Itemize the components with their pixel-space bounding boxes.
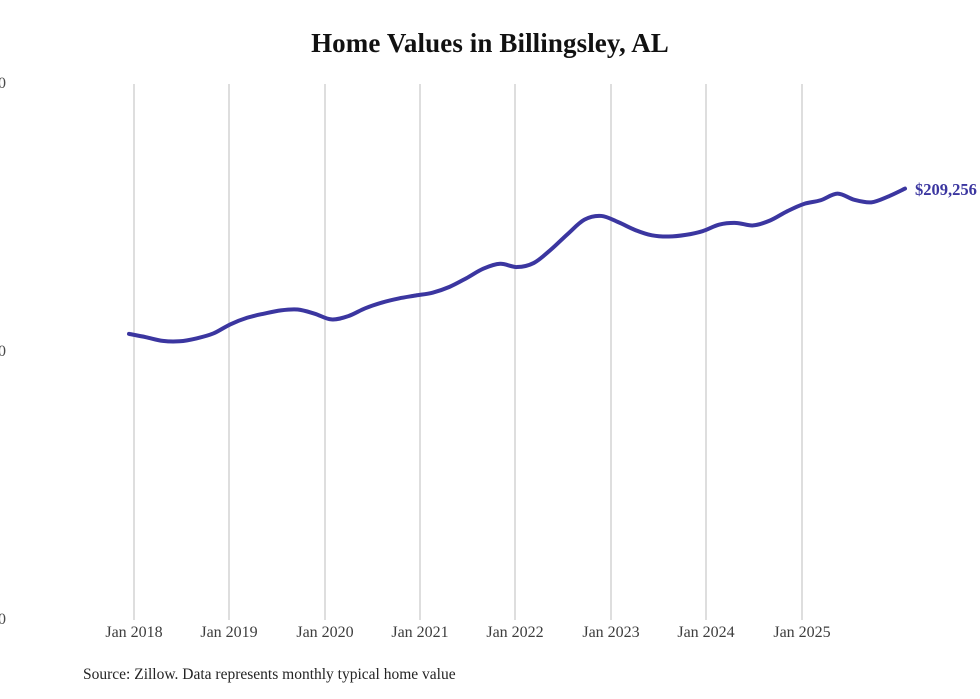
end-value-label: $209,256 <box>915 179 977 199</box>
x-axis-tick-label-3: Jan 2021 <box>391 624 449 641</box>
y-axis-tick-label-bottom: $0 <box>0 611 6 628</box>
gridlines <box>133 84 803 620</box>
y-axis-tick-label-mid: $130,000 <box>0 343 6 360</box>
chart-title: Home Values in Billingsley, AL <box>311 28 669 58</box>
x-axis-tick-label-5: Jan 2023 <box>582 624 640 641</box>
x-axis-tick-label-7: Jan 2025 <box>773 624 831 641</box>
data-line-typical-home-value <box>127 186 907 344</box>
x-axis-tick-label-4: Jan 2022 <box>486 624 544 641</box>
x-axis-tick-label-1: Jan 2019 <box>200 624 258 641</box>
source-note: Source: Zillow. Data represents monthly … <box>83 666 456 683</box>
x-axis-tick-label-2: Jan 2020 <box>296 624 354 641</box>
x-axis-tick-label-0: Jan 2018 <box>105 624 163 641</box>
x-axis-tick-label-6: Jan 2024 <box>677 624 735 641</box>
y-axis-tick-label-top: $260,000 <box>0 75 6 92</box>
